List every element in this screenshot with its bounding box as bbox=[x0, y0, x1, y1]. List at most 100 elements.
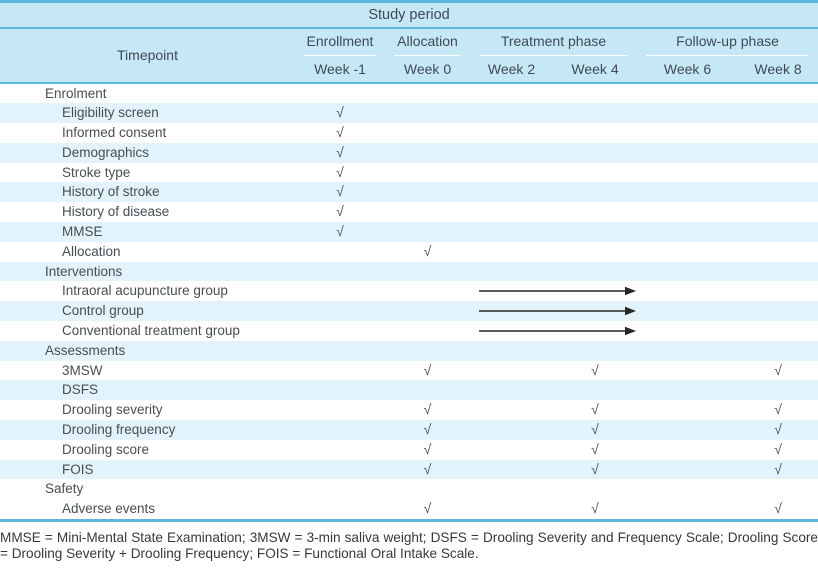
row-label: Stroke type bbox=[62, 164, 131, 180]
week-cell bbox=[637, 242, 738, 262]
study-period-row: Study period bbox=[0, 0, 818, 29]
week-cell bbox=[470, 182, 553, 202]
week-cell bbox=[295, 460, 385, 480]
check-cell: √ bbox=[774, 460, 782, 477]
study-period-header: Study period bbox=[0, 0, 818, 29]
table-row: History of stroke √ bbox=[0, 182, 818, 203]
phase-header-treatment: Treatment phase bbox=[470, 27, 637, 56]
week-cell bbox=[385, 281, 470, 301]
week-cell bbox=[295, 440, 385, 460]
week-cell bbox=[637, 301, 738, 321]
week-cell bbox=[637, 143, 738, 163]
week-cell bbox=[553, 341, 637, 361]
week-header: Week 4 bbox=[553, 55, 637, 84]
check-cell: √ bbox=[591, 421, 599, 438]
check-cell: √ bbox=[423, 401, 432, 418]
week-cell bbox=[470, 361, 553, 381]
table-row: Informed consent √ bbox=[0, 123, 818, 143]
row-label: Control group bbox=[62, 303, 144, 319]
week-cell bbox=[738, 83, 818, 104]
check-cell: √ bbox=[423, 440, 432, 457]
table-row: Intraoral acupuncture group bbox=[0, 281, 818, 302]
table-row: FOIS √ √ √ bbox=[0, 459, 818, 480]
week-cell bbox=[295, 420, 385, 440]
week-cell bbox=[637, 83, 738, 104]
table-row: Adverse events √ √ √ bbox=[0, 499, 818, 523]
week-cell bbox=[385, 123, 470, 143]
week-cell bbox=[553, 83, 637, 104]
table-row: Eligibility screen √ bbox=[0, 103, 818, 124]
week-cell bbox=[295, 262, 385, 282]
week-cell bbox=[553, 262, 637, 282]
week-cell bbox=[738, 222, 818, 242]
phase-header-enrollment: Enrollment bbox=[295, 27, 385, 56]
week-cell bbox=[295, 479, 385, 499]
table-row: Interventions bbox=[0, 261, 818, 282]
study-schedule-table: Study period Timepoint Enrollment Alloca… bbox=[0, 0, 818, 523]
week-cell bbox=[553, 380, 637, 400]
week-cell bbox=[385, 143, 470, 163]
week-cell bbox=[738, 202, 818, 222]
week-cell bbox=[470, 143, 553, 163]
row-label: Informed consent bbox=[62, 125, 167, 141]
table-header: Study period Timepoint Enrollment Alloca… bbox=[0, 0, 818, 84]
check-cell: √ bbox=[591, 361, 599, 378]
week-cell bbox=[470, 222, 553, 242]
week-cell bbox=[738, 479, 818, 499]
check-cell: √ bbox=[423, 460, 432, 477]
table-row: Drooling severity √ √ √ bbox=[0, 400, 818, 421]
week-cell bbox=[637, 440, 738, 460]
week-cell bbox=[738, 281, 818, 301]
row-label: MMSE bbox=[62, 224, 103, 240]
week-cell bbox=[738, 163, 818, 183]
week-cell bbox=[385, 222, 470, 242]
week-cell bbox=[637, 321, 738, 341]
week-cell bbox=[470, 83, 553, 104]
week-cell bbox=[385, 380, 470, 400]
treatment-phase-cell bbox=[470, 281, 637, 301]
week-cell bbox=[470, 380, 553, 400]
week-cell bbox=[295, 321, 385, 341]
row-label: Intraoral acupuncture group bbox=[62, 283, 228, 299]
row-label: Adverse events bbox=[0, 499, 295, 523]
week-cell bbox=[470, 479, 553, 499]
week-cell bbox=[553, 182, 637, 202]
week-cell bbox=[470, 123, 553, 143]
check-cell: √ bbox=[423, 361, 432, 378]
week-cell bbox=[470, 460, 553, 480]
table-row: Control group bbox=[0, 301, 818, 322]
week-cell bbox=[470, 440, 553, 460]
week-cell bbox=[470, 420, 553, 440]
week-cell bbox=[738, 182, 818, 202]
week-cell bbox=[738, 380, 818, 400]
check-cell: √ bbox=[774, 440, 782, 457]
table-row: Safety bbox=[0, 479, 818, 500]
treatment-phase-cell bbox=[470, 301, 637, 321]
week-cell bbox=[553, 123, 637, 143]
week-cell bbox=[637, 222, 738, 242]
table-row: 3MSW √ √ √ bbox=[0, 360, 818, 381]
check-cell: √ bbox=[336, 124, 344, 141]
week-cell bbox=[553, 103, 637, 123]
phase-header-followup: Follow-up phase bbox=[637, 27, 818, 56]
table-row: Assessments bbox=[0, 340, 818, 361]
week-header: Week -1 bbox=[295, 55, 385, 84]
week-cell bbox=[470, 242, 553, 262]
week-cell bbox=[295, 83, 385, 104]
table-row: Stroke type √ bbox=[0, 162, 818, 183]
week-cell bbox=[295, 380, 385, 400]
row-label: Conventional treatment group bbox=[62, 323, 240, 339]
week-cell bbox=[385, 163, 470, 183]
phase-label: Allocation bbox=[394, 29, 461, 56]
row-label: History of disease bbox=[62, 204, 170, 220]
phase-label: Enrollment bbox=[304, 29, 376, 56]
row-label: Allocation bbox=[62, 243, 121, 259]
week-cell bbox=[470, 103, 553, 123]
week-cell bbox=[470, 262, 553, 282]
week-cell bbox=[385, 202, 470, 222]
week-cell bbox=[738, 242, 818, 262]
check-cell: √ bbox=[774, 401, 782, 418]
week-cell bbox=[738, 262, 818, 282]
row-label: 3MSW bbox=[62, 362, 103, 378]
week-cell bbox=[738, 123, 818, 143]
